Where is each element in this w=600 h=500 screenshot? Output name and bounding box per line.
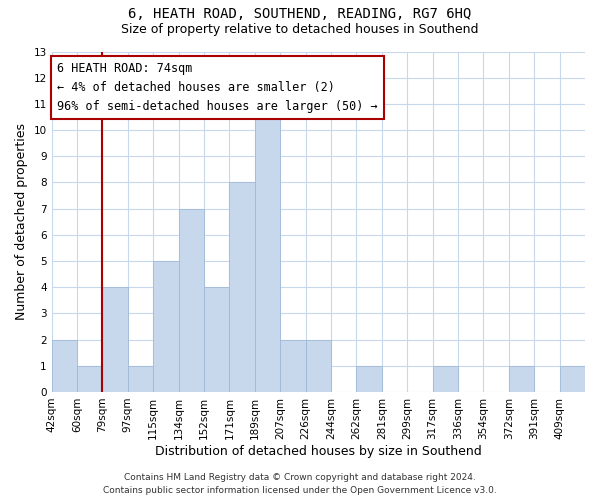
Text: 6 HEATH ROAD: 74sqm
← 4% of detached houses are smaller (2)
96% of semi-detached: 6 HEATH ROAD: 74sqm ← 4% of detached hou… — [57, 62, 377, 112]
Text: Contains HM Land Registry data © Crown copyright and database right 2024.
Contai: Contains HM Land Registry data © Crown c… — [103, 474, 497, 495]
Bar — [52, 340, 77, 392]
Bar — [356, 366, 382, 392]
X-axis label: Distribution of detached houses by size in Southend: Distribution of detached houses by size … — [155, 444, 482, 458]
Bar — [77, 366, 103, 392]
Bar — [560, 366, 585, 392]
Text: 6, HEATH ROAD, SOUTHEND, READING, RG7 6HQ: 6, HEATH ROAD, SOUTHEND, READING, RG7 6H… — [128, 8, 472, 22]
Bar — [153, 261, 179, 392]
Bar — [255, 104, 280, 392]
Bar — [509, 366, 534, 392]
Bar — [305, 340, 331, 392]
Bar — [179, 208, 204, 392]
Bar — [128, 366, 153, 392]
Bar — [433, 366, 458, 392]
Bar — [280, 340, 305, 392]
Bar — [229, 182, 255, 392]
Bar — [103, 287, 128, 392]
Y-axis label: Number of detached properties: Number of detached properties — [15, 123, 28, 320]
Text: Size of property relative to detached houses in Southend: Size of property relative to detached ho… — [121, 22, 479, 36]
Bar — [204, 287, 229, 392]
